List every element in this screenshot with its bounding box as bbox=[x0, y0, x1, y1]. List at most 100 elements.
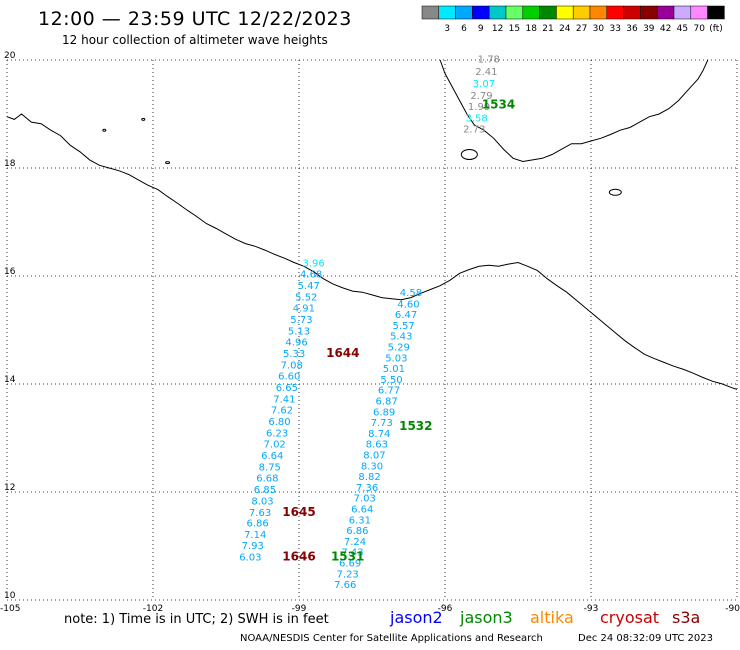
wave-height-value: 6.64 bbox=[351, 505, 373, 516]
color-scale-bin bbox=[589, 5, 608, 20]
longitude-tick-label: -93 bbox=[584, 604, 599, 614]
color-scale-bin bbox=[421, 5, 440, 20]
color-scale-bin bbox=[556, 5, 574, 20]
map-title: 12:00 — 23:59 UTC 12/22/2023 bbox=[38, 8, 352, 30]
color-scale: 3 6 9 12 15 18 21 24 27 30 33 36 39 42 45 70 (ft) bbox=[421, 5, 725, 34]
map-subtitle: 12 hour collection of altimeter wave hei… bbox=[62, 33, 328, 47]
wave-height-value: 6.86 bbox=[346, 526, 368, 537]
inland-lake bbox=[102, 128, 107, 132]
color-scale-label: 18 bbox=[525, 24, 537, 34]
wave-height-value: 5.73 bbox=[290, 315, 312, 326]
units-note: note: 1) Time is in UTC; 2) SWH is in fe… bbox=[64, 612, 329, 627]
wave-observations: 1.782.413.072.791.993.582.73 1534 3.964.68… bbox=[239, 55, 515, 591]
wave-height-value: 8.03 bbox=[251, 496, 273, 507]
wave-height-value: 6.65 bbox=[276, 383, 298, 394]
inland-lake bbox=[460, 149, 478, 160]
wave-height-value: 5.29 bbox=[388, 343, 410, 354]
wave-height-value: 8.63 bbox=[366, 440, 388, 451]
wave-height-value: 2.73 bbox=[463, 124, 485, 135]
wave-height-value: 2.79 bbox=[470, 91, 492, 102]
color-scale-label: 45 bbox=[677, 24, 688, 34]
wave-height-value: 6.31 bbox=[349, 515, 371, 526]
color-scale-bin bbox=[522, 5, 540, 20]
pass-time-label: 1531 bbox=[331, 550, 364, 564]
color-scale-bin bbox=[690, 5, 708, 20]
color-scale-bin bbox=[707, 5, 725, 20]
satellite-legend-s3a: s3a bbox=[672, 608, 701, 627]
pass-time-label: 1645 bbox=[282, 505, 315, 519]
latitude-tick-label: 20 bbox=[4, 51, 16, 61]
latitude-tick-label: 16 bbox=[4, 267, 16, 277]
color-scale-label: 9 bbox=[478, 24, 484, 34]
color-scale-bin bbox=[606, 5, 624, 20]
color-scale-bin bbox=[539, 5, 557, 20]
wave-height-value: 1.78 bbox=[478, 55, 500, 66]
wave-height-value: 8.82 bbox=[358, 472, 380, 483]
satellite-legend-jason2: jason2 bbox=[390, 608, 443, 627]
wave-height-value: 7.62 bbox=[271, 406, 293, 417]
color-scale-label: 70 bbox=[693, 24, 705, 34]
wave-height-value: 7.41 bbox=[273, 394, 295, 405]
pacific-coastline bbox=[6, 113, 738, 390]
wave-height-value: 5.33 bbox=[283, 349, 305, 360]
latitude-tick-label: 18 bbox=[4, 159, 16, 169]
satellite-legend-cryosat: cryosat bbox=[600, 608, 660, 627]
wave-height-value: 3.07 bbox=[473, 79, 495, 90]
color-scale-bin bbox=[623, 5, 641, 20]
color-scale-label: 42 bbox=[660, 24, 671, 34]
satellite-legend-altika: altika bbox=[530, 608, 574, 627]
wave-height-value: 5.50 bbox=[380, 375, 402, 386]
wave-height-value: 3.96 bbox=[302, 258, 324, 269]
wave-height-value: 4.96 bbox=[285, 338, 307, 349]
wave-height-value: 8.74 bbox=[368, 429, 390, 440]
footer-credit: NOAA/NESDIS Center for Satellite Applica… bbox=[240, 633, 543, 644]
color-scale-bin bbox=[472, 5, 490, 20]
wave-height-value: 4.60 bbox=[397, 299, 419, 310]
color-scale-bin bbox=[455, 5, 473, 20]
inland-lake bbox=[141, 117, 146, 121]
wave-height-value: 6.77 bbox=[378, 386, 400, 397]
color-scale-label: 24 bbox=[559, 24, 571, 34]
color-scale-label: 6 bbox=[461, 24, 467, 34]
wave-height-value: 7.63 bbox=[249, 508, 271, 519]
satellite-legend-jason3: jason3 bbox=[460, 608, 513, 627]
wave-height-value: 7.24 bbox=[344, 537, 366, 548]
lat-lon-grid bbox=[6, 59, 738, 601]
inland-lake bbox=[608, 188, 622, 196]
wave-height-value: 7.23 bbox=[337, 569, 359, 580]
color-scale-label: 33 bbox=[609, 24, 620, 34]
wave-height-value: 5.47 bbox=[298, 281, 320, 292]
wave-height-value: 7.43 bbox=[341, 548, 363, 559]
wave-height-value: 4.68 bbox=[300, 270, 322, 281]
color-scale-label: 36 bbox=[626, 24, 638, 34]
wave-height-value: 7.66 bbox=[334, 580, 356, 591]
color-scale-label: 39 bbox=[643, 24, 655, 34]
wave-height-value: 7.73 bbox=[371, 418, 393, 429]
wave-height-value: 8.07 bbox=[363, 451, 385, 462]
wave-height-value: 5.13 bbox=[288, 326, 310, 337]
color-scale-bin bbox=[572, 5, 591, 20]
wave-height-value: 2.41 bbox=[475, 67, 497, 78]
color-scale-label: 12 bbox=[492, 24, 503, 34]
wave-height-value: 6.03 bbox=[239, 553, 261, 564]
wave-height-value: 6.23 bbox=[266, 428, 288, 439]
wave-height-value: 4.91 bbox=[293, 304, 315, 315]
wave-height-value: 7.02 bbox=[264, 440, 286, 451]
wave-height-value: 6.68 bbox=[256, 474, 278, 485]
wave-height-value: 5.01 bbox=[383, 364, 405, 375]
pass-time-label: 1532 bbox=[399, 419, 432, 433]
wave-height-value: 7.03 bbox=[354, 494, 376, 505]
color-scale-label: 30 bbox=[593, 24, 605, 34]
coastline bbox=[6, 59, 738, 390]
longitude-tick-label: -90 bbox=[725, 604, 740, 614]
color-scale-bin bbox=[673, 5, 692, 20]
axis-labels: -105 -102 -99 -96 -93 -90 20 18 16 14 12 10 bbox=[0, 51, 740, 614]
pass-time-label: 1644 bbox=[326, 346, 359, 360]
color-scale-label: 3 bbox=[444, 24, 450, 34]
longitude-tick-label: -105 bbox=[0, 604, 20, 614]
wave-height-value: 5.57 bbox=[393, 321, 415, 332]
latitude-tick-label: 14 bbox=[4, 375, 16, 385]
wave-height-value: 7.36 bbox=[356, 483, 378, 494]
color-scale-bin bbox=[656, 5, 675, 20]
